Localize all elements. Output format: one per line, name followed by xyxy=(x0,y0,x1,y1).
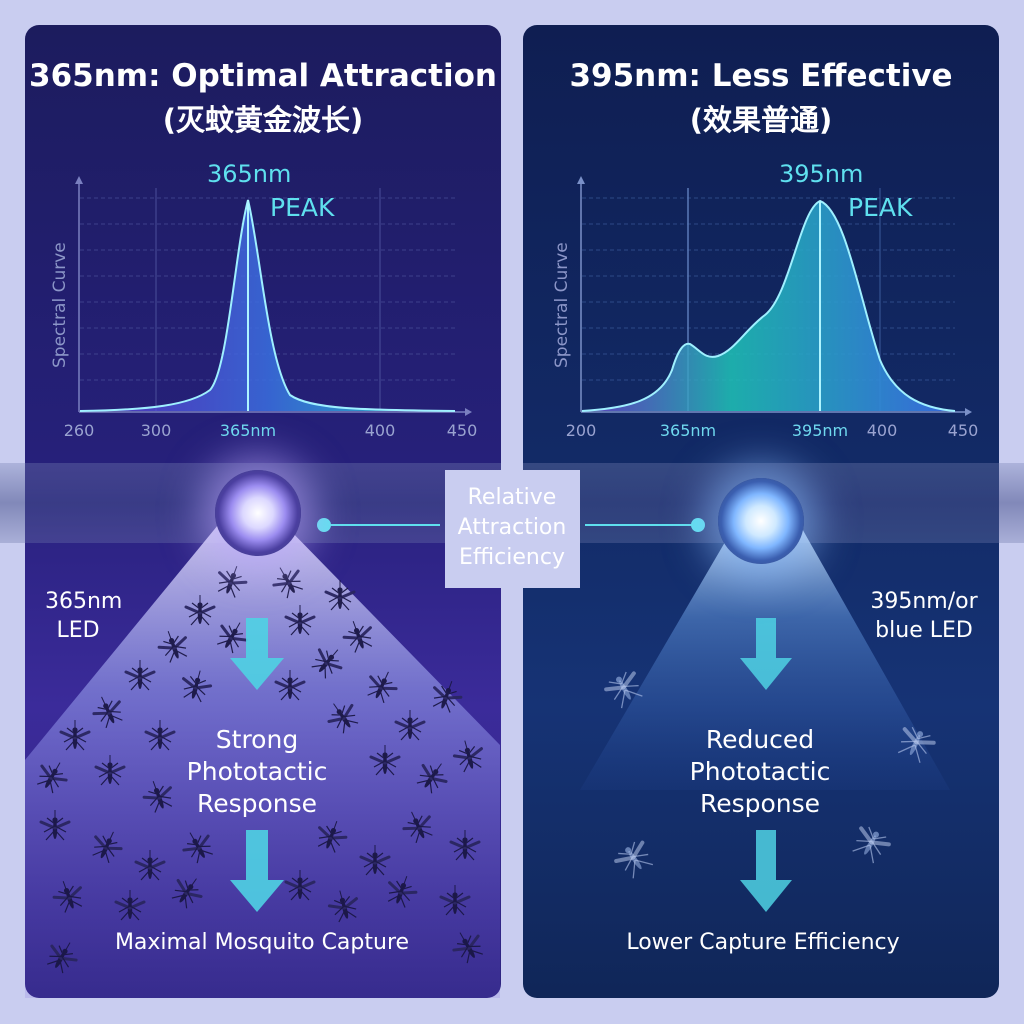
right-spectral-chart xyxy=(577,176,972,416)
left-led-label-line2: LED xyxy=(56,618,100,643)
left-peak-label: 365nm xyxy=(207,160,292,188)
right-peak-label: 395nm xyxy=(779,160,864,188)
right-tick-400: 400 xyxy=(866,421,898,440)
center-line3: Efficiency xyxy=(459,545,565,570)
left-tick-260: 260 xyxy=(63,421,95,440)
right-outcome: Lower Capture Efficiency xyxy=(626,930,900,955)
right-response-line2: Phototactic xyxy=(689,757,831,786)
right-tick-365: 365nm xyxy=(659,421,717,440)
right-led-label-line1: 395nm/or xyxy=(870,589,978,614)
left-led-label-line1: 365nm xyxy=(45,589,123,614)
right-blue-led-icon xyxy=(718,478,804,564)
left-outcome: Maximal Mosquito Capture xyxy=(114,930,410,955)
left-y-axis-label: Spectral Curve xyxy=(50,242,70,368)
left-subtitle: (灭蚊黄金波长) xyxy=(162,103,364,137)
right-tick-395: 395nm xyxy=(791,421,849,440)
right-y-axis-label: Spectral Curve xyxy=(552,242,572,368)
right-led-label-line2: blue LED xyxy=(875,618,973,643)
left-tick-365: 365nm xyxy=(219,421,277,440)
left-uv-led-icon xyxy=(215,470,301,556)
left-tick-450: 450 xyxy=(446,421,478,440)
left-spectral-chart xyxy=(75,176,472,416)
left-response-line1: Strong xyxy=(215,725,299,754)
center-line1: Relative xyxy=(467,485,557,510)
right-subtitle: (效果普通) xyxy=(689,103,833,137)
left-tick-400: 400 xyxy=(364,421,396,440)
right-response-line1: Reduced xyxy=(705,725,815,754)
center-label-bg xyxy=(445,470,580,588)
left-tick-300: 300 xyxy=(140,421,172,440)
right-led-label: 395nm/or blue LED xyxy=(856,587,992,645)
left-light-cone xyxy=(25,525,500,998)
efficiency-connector xyxy=(317,518,705,532)
center-line2: Attraction xyxy=(457,515,567,540)
right-peak-word: PEAK xyxy=(848,193,913,222)
left-arrows xyxy=(230,618,284,912)
right-title: 395nm: Less Effective xyxy=(569,58,953,94)
left-response-line2: Phototactic xyxy=(186,757,328,786)
left-peak-word: PEAK xyxy=(270,193,335,222)
right-response-line3: Response xyxy=(699,789,821,818)
right-response-text: Reduced Phototactic Response xyxy=(630,724,890,820)
left-response-line3: Response xyxy=(196,789,318,818)
left-led-label: 365nm LED xyxy=(45,587,123,645)
right-tick-200: 200 xyxy=(565,421,597,440)
relative-attraction-efficiency-label: Relative Attraction Efficiency xyxy=(432,483,592,573)
left-title: 365nm: Optimal Attraction xyxy=(29,58,497,94)
right-arrows xyxy=(740,618,792,912)
left-response-text: Strong Phototactic Response xyxy=(127,724,387,820)
right-tick-450: 450 xyxy=(947,421,979,440)
